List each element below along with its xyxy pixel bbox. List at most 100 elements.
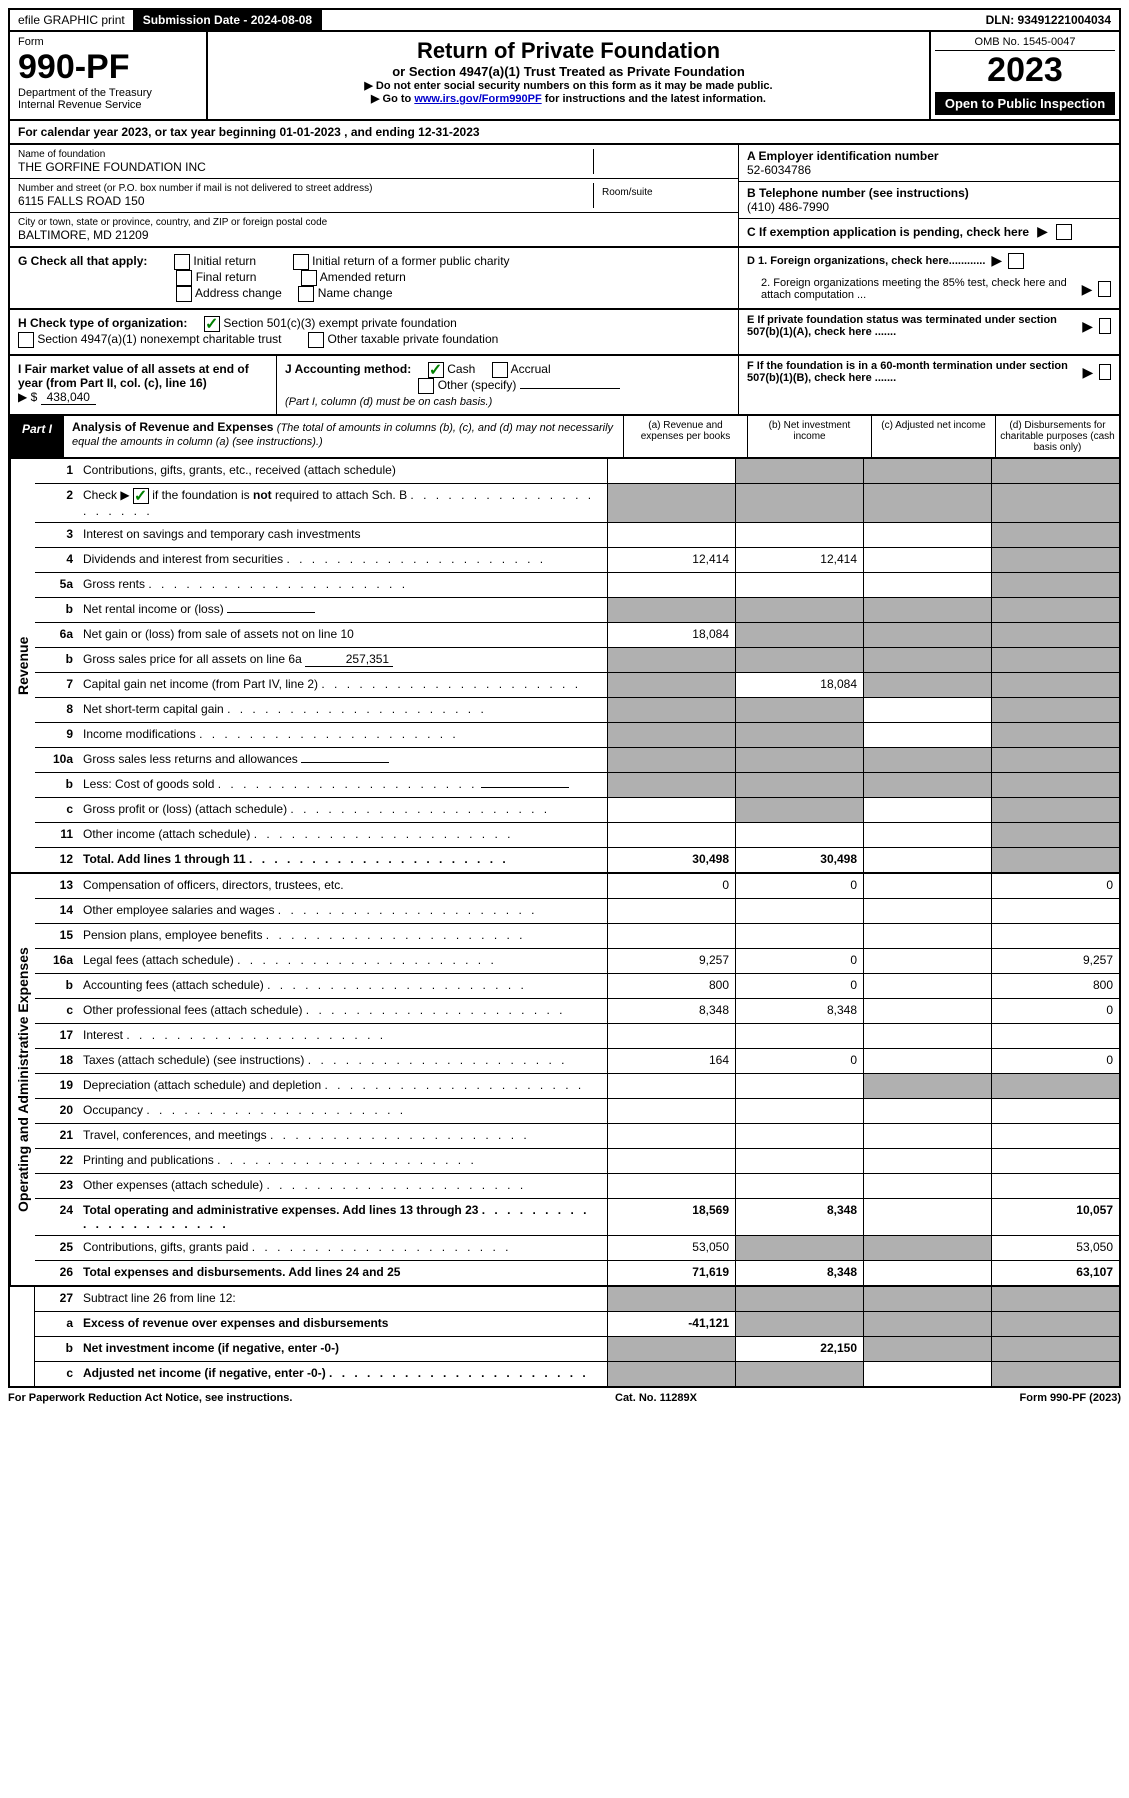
d2-checkbox[interactable] bbox=[1098, 281, 1111, 297]
table-row: 5aGross rents bbox=[35, 573, 1119, 598]
instr-ssn: ▶ Do not enter social security numbers o… bbox=[214, 79, 923, 92]
f-checkbox[interactable] bbox=[1099, 364, 1111, 380]
dln: DLN: 93491221004034 bbox=[978, 10, 1119, 30]
addr-label: Number and street (or P.O. box number if… bbox=[18, 183, 593, 194]
line27-section: 27Subtract line 26 from line 12: aExcess… bbox=[8, 1287, 1121, 1388]
g-initial: Initial return bbox=[193, 254, 256, 268]
city-state-zip: BALTIMORE, MD 21209 bbox=[18, 228, 730, 242]
g-label: G Check all that apply: bbox=[18, 254, 147, 268]
row-desc: Net rental income or (loss) bbox=[77, 598, 607, 622]
row-desc: Other income (attach schedule) bbox=[77, 823, 607, 847]
row-desc: Compensation of officers, directors, tru… bbox=[77, 874, 607, 898]
table-row: 23Other expenses (attach schedule) bbox=[35, 1174, 1119, 1199]
tax-year: 2023 bbox=[935, 51, 1115, 90]
table-row: 11Other income (attach schedule) bbox=[35, 823, 1119, 848]
j-other-checkbox[interactable] bbox=[418, 378, 434, 394]
j-cash: Cash bbox=[447, 362, 475, 376]
j-label: J Accounting method: bbox=[285, 362, 411, 376]
part1-header: Part I Analysis of Revenue and Expenses … bbox=[8, 416, 1121, 459]
row-desc: Occupancy bbox=[77, 1099, 607, 1123]
arrow-icon: ▶ bbox=[1082, 281, 1093, 298]
irs-label: Internal Revenue Service bbox=[18, 99, 198, 111]
table-row: 21Travel, conferences, and meetings bbox=[35, 1124, 1119, 1149]
table-row: bNet rental income or (loss) bbox=[35, 598, 1119, 623]
h-4947-checkbox[interactable] bbox=[18, 332, 34, 348]
d1-checkbox[interactable] bbox=[1008, 253, 1024, 269]
g-final: Final return bbox=[196, 270, 257, 284]
row-desc: Check ▶ if the foundation is not require… bbox=[77, 484, 607, 522]
e-label: E If private foundation status was termi… bbox=[747, 314, 1076, 338]
row-desc: Less: Cost of goods sold bbox=[77, 773, 607, 797]
omb-number: OMB No. 1545-0047 bbox=[935, 36, 1115, 51]
revenue-section: Revenue 1Contributions, gifts, grants, e… bbox=[8, 459, 1121, 874]
row-desc: Legal fees (attach schedule) bbox=[77, 949, 607, 973]
schb-checkbox[interactable] bbox=[133, 488, 149, 504]
table-row: bAccounting fees (attach schedule) 80008… bbox=[35, 974, 1119, 999]
col-c-header: (c) Adjusted net income bbox=[871, 416, 995, 457]
table-row: 15Pension plans, employee benefits bbox=[35, 924, 1119, 949]
table-row: 13Compensation of officers, directors, t… bbox=[35, 874, 1119, 899]
row-desc: Net short-term capital gain bbox=[77, 698, 607, 722]
table-row: 16aLegal fees (attach schedule) 9,25709,… bbox=[35, 949, 1119, 974]
table-row: 18Taxes (attach schedule) (see instructi… bbox=[35, 1049, 1119, 1074]
h-other-checkbox[interactable] bbox=[308, 332, 324, 348]
arrow-icon: ▶ bbox=[1082, 364, 1093, 381]
g-initial-former-checkbox[interactable] bbox=[293, 254, 309, 270]
open-to-public: Open to Public Inspection bbox=[935, 92, 1115, 115]
row-desc: Pension plans, employee benefits bbox=[77, 924, 607, 948]
submission-date: Submission Date - 2024-08-08 bbox=[135, 10, 322, 30]
h-501c3-checkbox[interactable] bbox=[204, 316, 220, 332]
table-row: 3Interest on savings and temporary cash … bbox=[35, 523, 1119, 548]
table-row: 27Subtract line 26 from line 12: bbox=[35, 1287, 1119, 1312]
table-row: 4Dividends and interest from securities … bbox=[35, 548, 1119, 573]
g-address: Address change bbox=[195, 286, 282, 300]
h-label: H Check type of organization: bbox=[18, 316, 187, 330]
row-desc: Other professional fees (attach schedule… bbox=[77, 999, 607, 1023]
table-row: 26Total expenses and disbursements. Add … bbox=[35, 1261, 1119, 1285]
d2-label: 2. Foreign organizations meeting the 85%… bbox=[747, 277, 1076, 301]
col-a-header: (a) Revenue and expenses per books bbox=[623, 416, 747, 457]
row-desc: Net gain or (loss) from sale of assets n… bbox=[77, 623, 607, 647]
footer-mid: Cat. No. 11289X bbox=[615, 1392, 697, 1404]
table-row: 24Total operating and administrative exp… bbox=[35, 1199, 1119, 1236]
g-name-change: Name change bbox=[318, 286, 393, 300]
page-footer: For Paperwork Reduction Act Notice, see … bbox=[8, 1388, 1121, 1408]
row-desc: Travel, conferences, and meetings bbox=[77, 1124, 607, 1148]
g-initial-checkbox[interactable] bbox=[174, 254, 190, 270]
table-row: 22Printing and publications bbox=[35, 1149, 1119, 1174]
row-desc: Dividends and interest from securities bbox=[77, 548, 607, 572]
row-desc: Income modifications bbox=[77, 723, 607, 747]
phone-value: (410) 486-7990 bbox=[747, 200, 1111, 214]
part1-title: Analysis of Revenue and Expenses bbox=[72, 420, 273, 434]
instr-prefix: ▶ Go to bbox=[371, 93, 414, 105]
j-accrual-checkbox[interactable] bbox=[492, 362, 508, 378]
j-note: (Part I, column (d) must be on cash basi… bbox=[285, 396, 492, 408]
g-name-checkbox[interactable] bbox=[298, 286, 314, 302]
col-b-header: (b) Net investment income bbox=[747, 416, 871, 457]
g-address-checkbox[interactable] bbox=[176, 286, 192, 302]
g-final-checkbox[interactable] bbox=[176, 270, 192, 286]
g-amended: Amended return bbox=[320, 270, 406, 284]
dept-treasury: Department of the Treasury bbox=[18, 87, 198, 99]
table-row: 1Contributions, gifts, grants, etc., rec… bbox=[35, 459, 1119, 484]
row-desc: Excess of revenue over expenses and disb… bbox=[77, 1312, 607, 1336]
table-row: 14Other employee salaries and wages bbox=[35, 899, 1119, 924]
arrow-icon: ▶ bbox=[1082, 318, 1093, 335]
g-amended-checkbox[interactable] bbox=[301, 270, 317, 286]
row-desc: Contributions, gifts, grants paid bbox=[77, 1236, 607, 1260]
table-row: 6aNet gain or (loss) from sale of assets… bbox=[35, 623, 1119, 648]
row-desc: Taxes (attach schedule) (see instruction… bbox=[77, 1049, 607, 1073]
j-cash-checkbox[interactable] bbox=[428, 362, 444, 378]
table-row: 20Occupancy bbox=[35, 1099, 1119, 1124]
c-checkbox[interactable] bbox=[1056, 224, 1072, 240]
foundation-name: THE GORFINE FOUNDATION INC bbox=[18, 160, 593, 174]
e-checkbox[interactable] bbox=[1099, 318, 1111, 334]
table-row: 12Total. Add lines 1 through 11 30,49830… bbox=[35, 848, 1119, 872]
row-desc: Total. Add lines 1 through 11 bbox=[77, 848, 607, 872]
form-header: Form 990-PF Department of the Treasury I… bbox=[8, 32, 1121, 121]
table-row: 7Capital gain net income (from Part IV, … bbox=[35, 673, 1119, 698]
table-row: 10aGross sales less returns and allowanc… bbox=[35, 748, 1119, 773]
table-row: 9Income modifications bbox=[35, 723, 1119, 748]
form990pf-link[interactable]: www.irs.gov/Form990PF bbox=[414, 93, 541, 105]
row-desc: Capital gain net income (from Part IV, l… bbox=[77, 673, 607, 697]
